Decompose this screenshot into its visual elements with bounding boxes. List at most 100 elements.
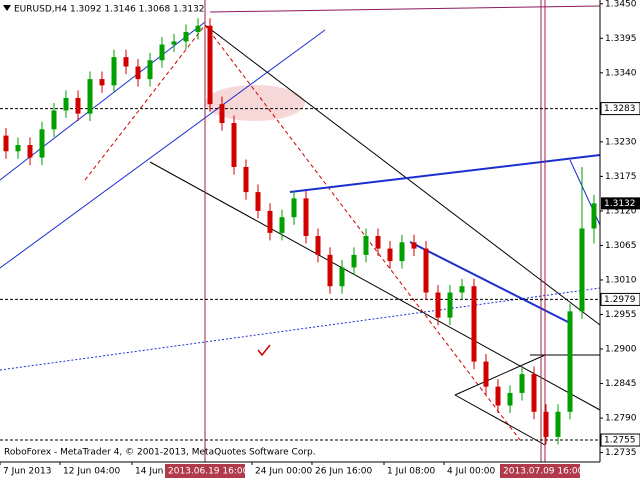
candle-body	[375, 236, 381, 249]
level-label-bg	[600, 433, 640, 447]
check-mark	[257, 344, 271, 357]
candle-body	[327, 254, 333, 287]
candle-body	[315, 236, 321, 255]
candle-body	[195, 25, 201, 33]
x-tick-label: 12 Jun 04:00	[63, 467, 120, 477]
x-tick-label: 26 Jun 16:00	[315, 467, 372, 477]
y-tick-label: 1.3175	[605, 172, 637, 182]
candle-body	[435, 292, 441, 318]
candle-body	[351, 254, 357, 268]
candle-body	[75, 97, 81, 114]
candle-body	[219, 104, 225, 124]
trend-line	[0, 287, 601, 371]
candle-body	[267, 210, 273, 233]
level-label-bg	[600, 102, 640, 116]
candle-body	[39, 129, 45, 158]
candle-body	[483, 361, 489, 387]
candle-body	[579, 228, 585, 312]
level-label: 1.2979	[604, 295, 636, 305]
candle-body	[591, 203, 597, 229]
bid-label: 1.3132	[604, 199, 636, 209]
candle-body	[183, 32, 189, 42]
x-tick-label: 4 Jul 00:00	[447, 467, 496, 477]
candle-body	[411, 242, 417, 249]
footer: RoboForex - MetaTrader 4, © 2001-2013, M…	[4, 448, 316, 458]
candle-body	[159, 44, 165, 61]
y-tick-label: 1.3450	[605, 0, 637, 9]
candle-body	[87, 79, 93, 114]
channel-line	[204, 24, 601, 326]
y-tick-label: 1.3010	[605, 275, 637, 285]
candle-body	[543, 411, 549, 437]
channel-line	[84, 24, 206, 181]
trend-line	[289, 154, 601, 193]
candle-body	[27, 145, 33, 158]
candle-body	[447, 292, 453, 318]
candle-body	[171, 41, 177, 45]
candle-body	[147, 60, 153, 80]
candle-body	[519, 374, 525, 393]
candle-body	[207, 25, 213, 105]
candle-body	[123, 57, 129, 67]
y-tick-label: 1.2790	[605, 414, 637, 424]
candle-body	[555, 411, 561, 437]
y-tick-label: 1.2845	[605, 379, 637, 389]
trend-line	[409, 241, 569, 323]
candle-body	[387, 248, 393, 262]
x-tick-label: 24 Jun 00:00	[255, 467, 312, 477]
y-tick-label: 1.3120	[605, 206, 637, 216]
candle-body	[507, 392, 513, 406]
x-tick-label: 1 Jul 08:00	[387, 467, 436, 477]
candle-body	[363, 236, 369, 255]
channel-line	[149, 161, 601, 411]
candle-body	[279, 217, 285, 233]
level-label-bg	[600, 292, 640, 306]
separator-label: 2013.06.19 16:00	[168, 467, 249, 477]
candle-body	[423, 248, 429, 293]
y-tick-label: 1.3340	[605, 68, 637, 78]
y-tick-label: 1.3395	[605, 34, 637, 44]
bid-label-bg	[601, 197, 640, 210]
triangle	[454, 394, 546, 446]
candle-body	[243, 166, 249, 193]
candle-body	[63, 97, 69, 111]
candle-body	[135, 66, 141, 80]
symbol-icon	[3, 5, 11, 11]
separator-label: 2013.07.09 16:00	[503, 467, 584, 477]
candle-body	[51, 110, 57, 130]
channel-line	[204, 24, 521, 441]
candle-body	[111, 57, 117, 86]
level-label: 1.2755	[604, 436, 636, 446]
candle-body	[303, 198, 309, 237]
x-tick-label: 14 Jun 2	[135, 467, 172, 477]
candle-body	[255, 192, 261, 211]
chart-title: EURUSD,H4 1.3092 1.3146 1.3068 1.3132	[14, 5, 205, 15]
triangle	[454, 354, 546, 396]
candle-body	[99, 79, 105, 86]
candle-body	[459, 286, 465, 293]
candle-body	[3, 135, 9, 152]
candle-body	[291, 198, 297, 218]
trend-line	[209, 5, 601, 13]
candle-body	[531, 374, 537, 412]
candle-body	[339, 267, 345, 287]
trend-line	[0, 29, 326, 269]
candle-body	[495, 386, 501, 406]
y-tick-label: 1.3065	[605, 241, 637, 251]
price-axis-panel	[600, 0, 640, 480]
candle-body	[399, 242, 405, 262]
target-zone	[205, 85, 305, 121]
y-tick-label: 1.2735	[605, 448, 637, 458]
y-tick-label: 1.2900	[605, 345, 637, 355]
y-tick-label: 1.3230	[605, 137, 637, 147]
separator-label-bg	[165, 464, 245, 478]
level-label: 1.3283	[604, 104, 636, 114]
y-tick-label: 1.2955	[605, 310, 637, 320]
candle-body	[15, 145, 21, 152]
trend-line	[0, 21, 206, 181]
separator-label-bg	[500, 464, 580, 478]
x-tick-label: 7 Jun 2013	[3, 467, 51, 477]
candle-body	[471, 286, 477, 362]
